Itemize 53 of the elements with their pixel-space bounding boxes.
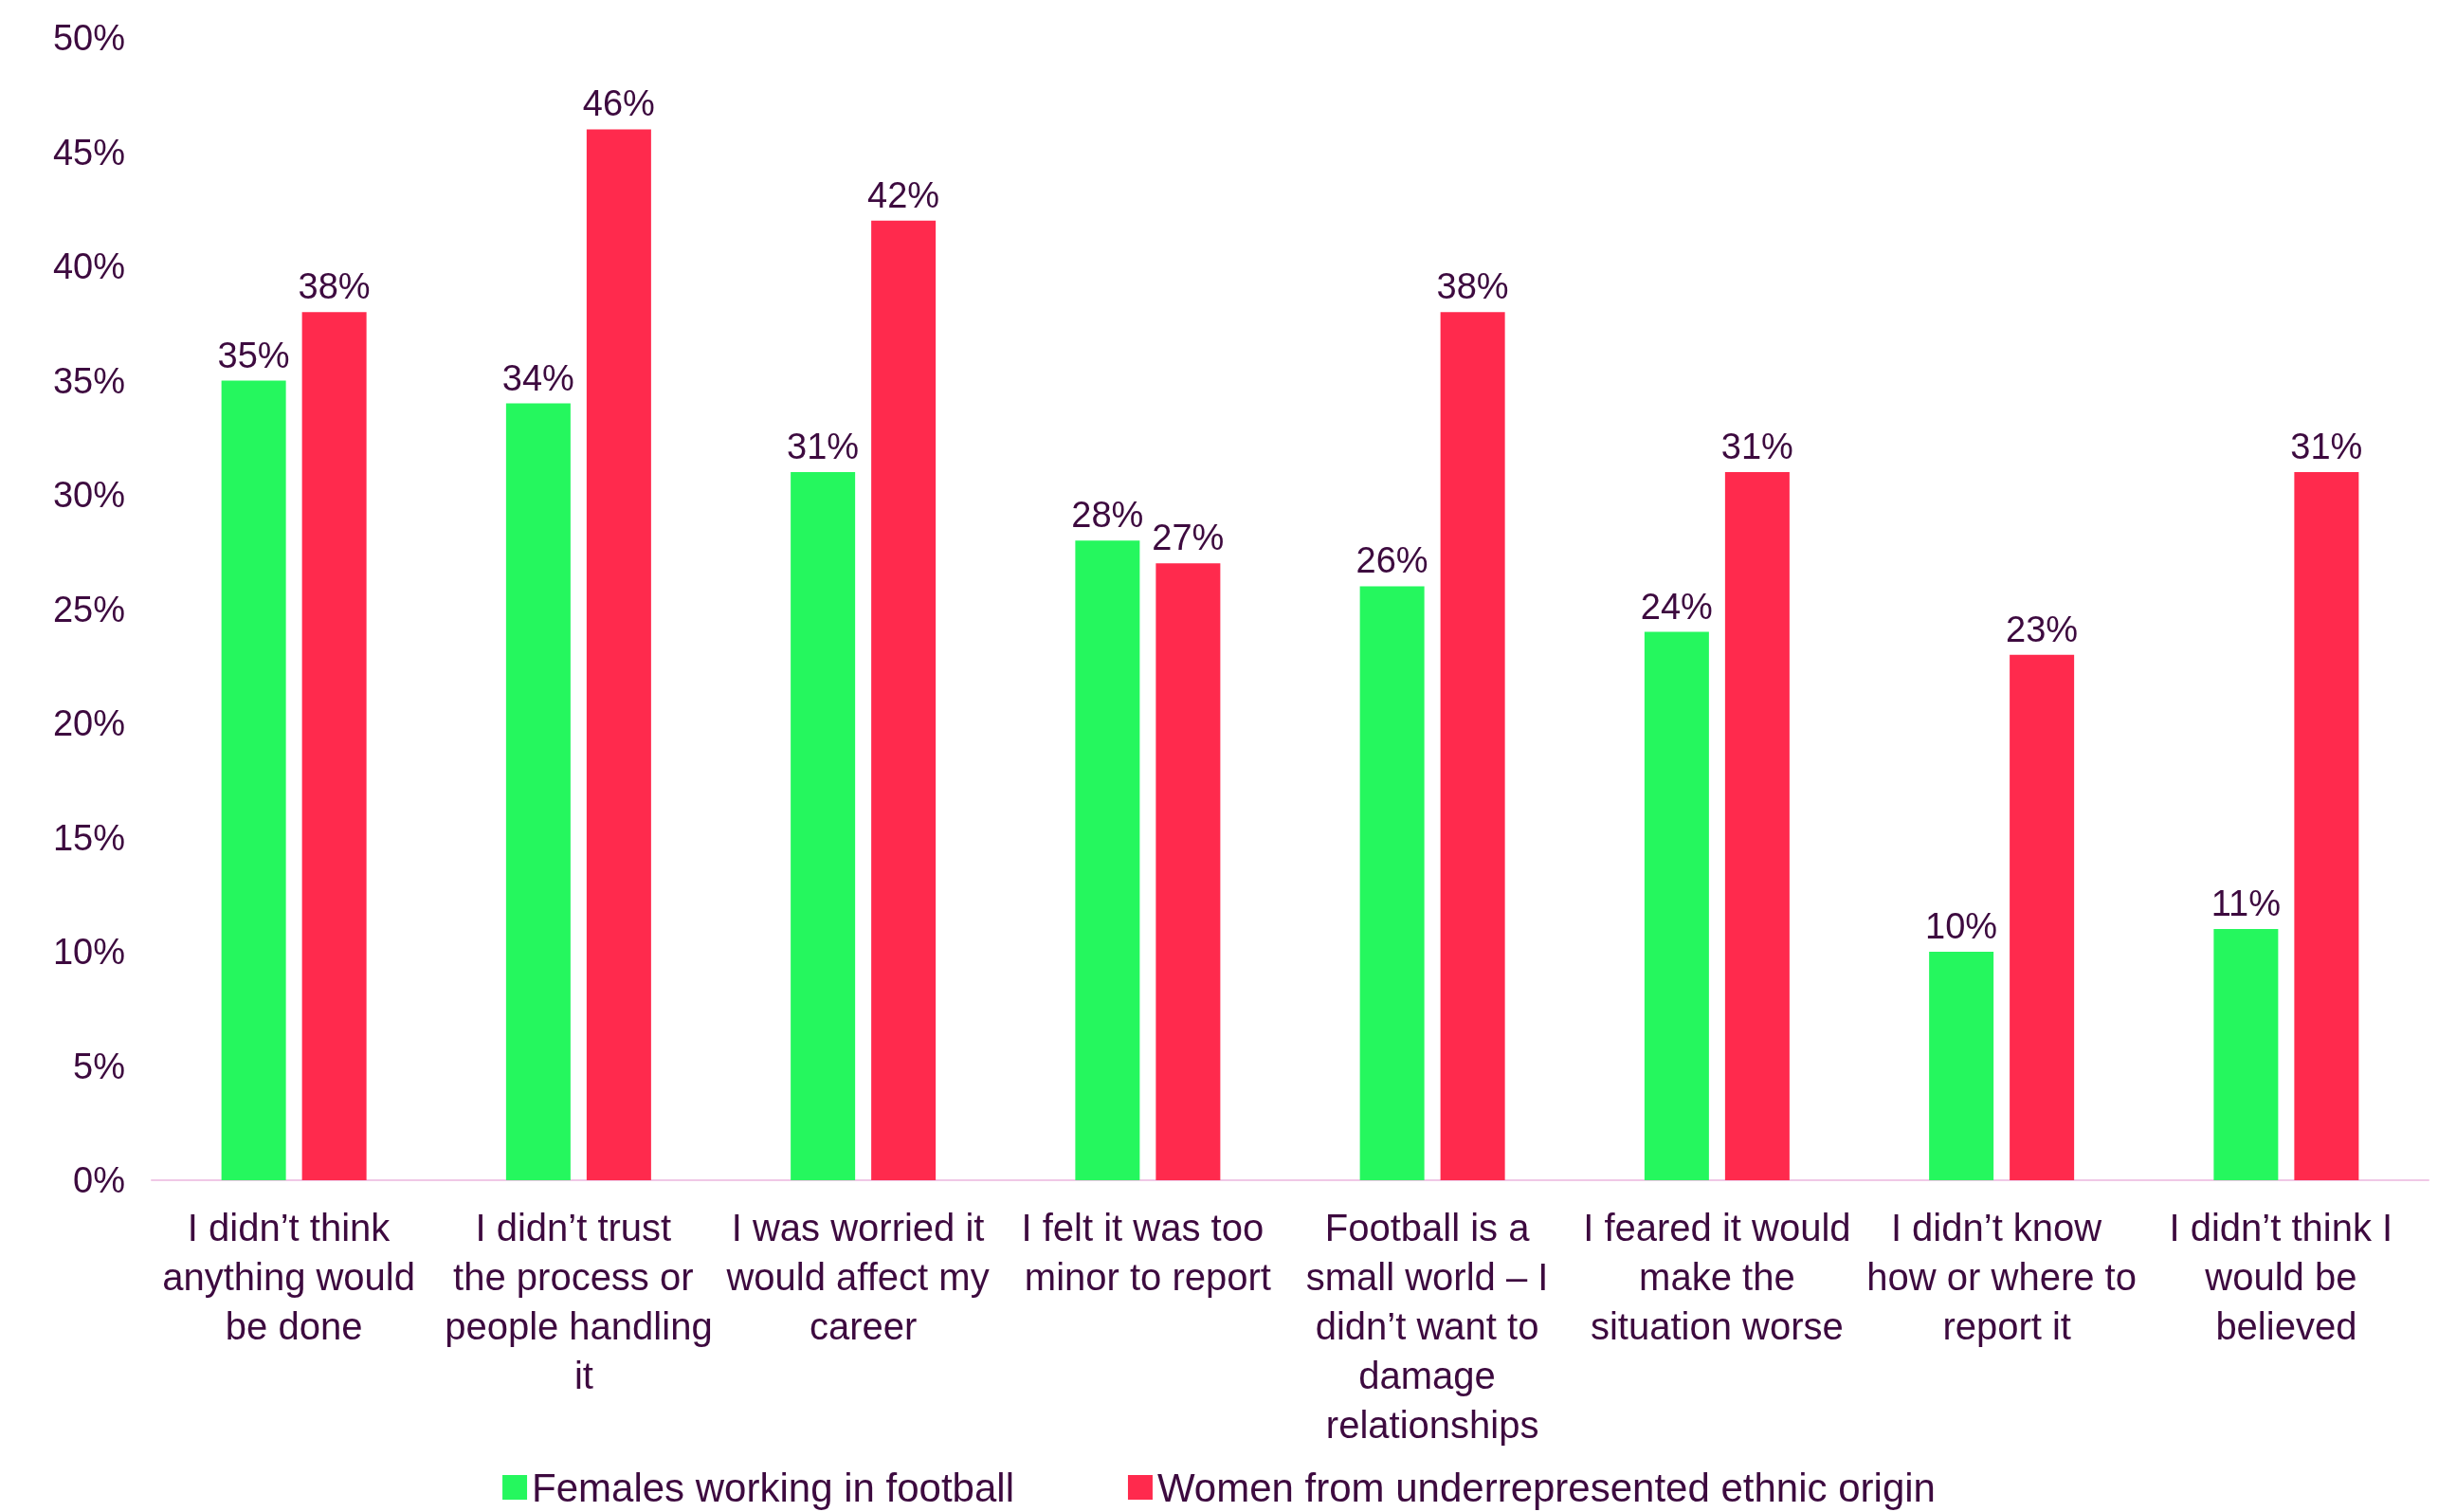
- bar: [1644, 631, 1709, 1180]
- data-label: 26%: [1355, 540, 1428, 581]
- data-label: 38%: [1436, 266, 1509, 307]
- bar: [871, 220, 937, 1180]
- data-label: 24%: [1640, 586, 1713, 627]
- y-tick-label: 40%: [52, 246, 125, 286]
- y-tick-label: 15%: [52, 817, 125, 858]
- bar: [1155, 563, 1221, 1180]
- data-label: 42%: [867, 174, 940, 215]
- x-tick-label: Football is a small world – I didn’t want to damage relationships: [1305, 1207, 1559, 1446]
- data-label: 31%: [2290, 426, 2363, 466]
- y-tick-label: 45%: [52, 132, 125, 173]
- bar: [2010, 654, 2075, 1180]
- y-tick-label: 50%: [52, 18, 125, 58]
- bar: [586, 129, 651, 1180]
- data-label: 10%: [1925, 906, 1998, 946]
- x-tick-label: I felt it was too minor to report: [1021, 1207, 1275, 1298]
- y-tick-label: 25%: [52, 589, 125, 629]
- data-label: 23%: [2006, 609, 2079, 649]
- x-tick-label: I didn’t think I would be believed: [2169, 1207, 2404, 1347]
- y-tick-label: 20%: [52, 703, 125, 743]
- bar: [505, 403, 571, 1180]
- y-tick-label: 0%: [73, 1160, 125, 1200]
- data-label: 34%: [501, 357, 574, 398]
- x-tick-label: I was worried it would affect my career: [725, 1207, 1000, 1347]
- x-tick-label: I didn’t know how or where to report it: [1866, 1207, 2137, 1347]
- y-tick-label: 5%: [73, 1046, 125, 1086]
- x-tick-label: I feared it would make the situation worse: [1583, 1207, 1851, 1347]
- data-label: 31%: [787, 426, 860, 466]
- data-label: 28%: [1071, 495, 1144, 536]
- bar: [301, 312, 367, 1180]
- data-label: 38%: [298, 266, 371, 307]
- data-label: 11%: [2211, 883, 2281, 923]
- legend-label: Females working in football: [532, 1465, 1014, 1510]
- data-label: 35%: [217, 335, 290, 375]
- bar: [221, 380, 286, 1180]
- x-tick-label: I didn’t trust the process or people handling it: [445, 1207, 713, 1396]
- data-label: 27%: [1152, 518, 1225, 558]
- bar: [2213, 928, 2279, 1180]
- y-tick-label: 10%: [52, 932, 125, 972]
- bar: [791, 471, 856, 1180]
- bar: [1724, 471, 1790, 1180]
- legend-label: Women from underrepresented ethnic origin: [1156, 1465, 1936, 1510]
- data-label: 31%: [1720, 426, 1793, 466]
- bar: [1359, 586, 1425, 1180]
- bar: [1440, 312, 1505, 1180]
- data-label: 46%: [582, 83, 655, 124]
- y-tick-label: 35%: [52, 360, 125, 401]
- bar: [2294, 471, 2359, 1180]
- y-tick-label: 30%: [52, 475, 125, 515]
- bar: [1075, 540, 1140, 1180]
- bar: [1929, 952, 1994, 1180]
- x-tick-label: I didn’t think anything would be done: [162, 1207, 427, 1347]
